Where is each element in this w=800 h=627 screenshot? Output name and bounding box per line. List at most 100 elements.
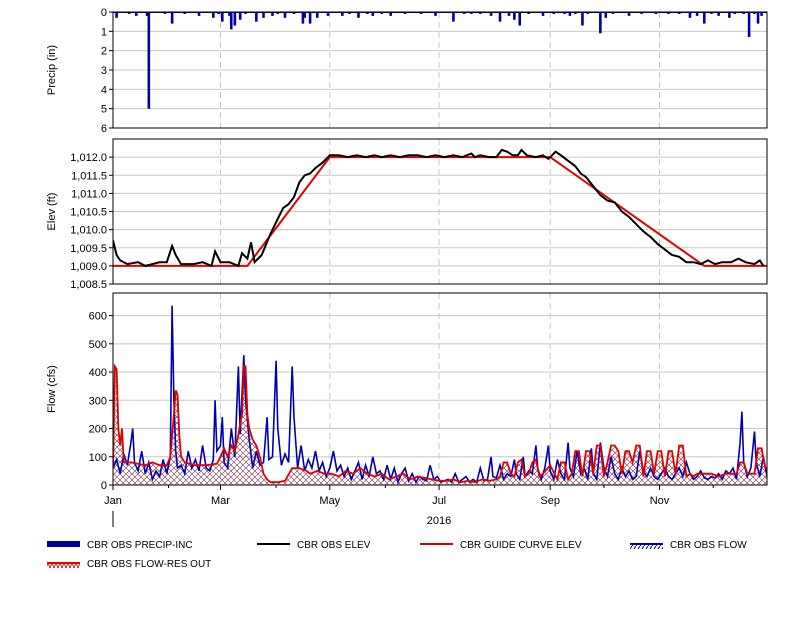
- precip-bar: [315, 12, 319, 18]
- legend-item: CBR OBS FLOW-RES OUT: [47, 559, 211, 570]
- precip-bar: [756, 12, 760, 24]
- precip-bar: [255, 12, 258, 22]
- y-tick-label: 6: [101, 123, 107, 135]
- x-axis: Jan Mar May Jul Sep Nov 2016: [104, 485, 714, 527]
- legend-label: CBR OBS PRECIP-INC: [87, 540, 193, 551]
- precip-bar: [611, 12, 615, 14]
- legend-item: CBR OBS ELEV: [257, 540, 371, 551]
- precip-bar: [419, 12, 423, 14]
- precip-bar: [688, 12, 692, 18]
- precip-bar: [627, 12, 631, 16]
- legend-swatch: [47, 541, 80, 547]
- precip-bar: [183, 12, 186, 14]
- precip-bar: [115, 12, 118, 18]
- y-tick-label: 0: [101, 7, 107, 19]
- y-tick-label: 1,009.0: [70, 261, 107, 273]
- y-tick-label: 1: [101, 26, 107, 38]
- legend-label: CBR OBS ELEV: [297, 540, 371, 551]
- precip-bar: [326, 12, 330, 16]
- precip-bar: [283, 12, 287, 18]
- precip-bar: [301, 12, 305, 24]
- precip-bar: [229, 12, 233, 30]
- precip-bar: [238, 12, 242, 20]
- precip-bar: [220, 12, 224, 22]
- precip-bar: [134, 12, 138, 16]
- y-tick-label: 3: [101, 65, 107, 77]
- precip-bar: [271, 12, 274, 16]
- legend-item: CBR GUIDE CURVE ELEV: [420, 540, 582, 551]
- x-tick-label: May: [319, 495, 340, 507]
- precip-bar: [217, 12, 221, 14]
- precip-bar: [147, 12, 151, 109]
- y-tick-label: 1,009.5: [70, 243, 107, 255]
- precip-bar: [170, 12, 174, 24]
- y-axis-label: Flow (cfs): [46, 365, 58, 413]
- precip-bar: [452, 12, 455, 22]
- y-tick-label: 5: [101, 104, 107, 116]
- precip-bar: [717, 12, 720, 16]
- precip-bar: [434, 12, 437, 16]
- precip-bar: [489, 12, 493, 16]
- precip-bar: [462, 12, 466, 14]
- precip-bar: [552, 12, 556, 14]
- y-tick-label: 500: [89, 339, 107, 351]
- precip-bar: [604, 12, 608, 18]
- y-tick-label: 1,012.0: [70, 152, 107, 164]
- precip-bar: [366, 12, 369, 14]
- precip-bar: [498, 12, 502, 22]
- precip-bar: [760, 12, 763, 16]
- y-tick-label: 600: [89, 311, 107, 323]
- precip-bar: [573, 12, 577, 14]
- precip-bar: [568, 12, 572, 16]
- legend-label: CBR OBS FLOW-RES OUT: [87, 559, 211, 570]
- precip-bar: [507, 12, 511, 16]
- plot-border: [112, 138, 768, 285]
- precip-panel: 0 1 2 3 4 5 6 Precip (in): [46, 7, 768, 135]
- y-tick-label: 4: [101, 84, 107, 96]
- precip-bar: [212, 12, 215, 18]
- precip-bar: [640, 12, 643, 14]
- y-tick-label: 200: [89, 424, 107, 436]
- y-tick-label: 1,008.5: [70, 279, 107, 291]
- precip-bar: [733, 12, 737, 14]
- precip-bar: [371, 12, 375, 16]
- precip-bar: [276, 12, 280, 14]
- precip-bar: [357, 12, 360, 18]
- precip-bar: [541, 12, 545, 16]
- precip-bar: [303, 12, 307, 18]
- y-tick-label: 1,011.0: [71, 188, 107, 200]
- y-tick-label: 400: [89, 367, 107, 379]
- precip-bar: [742, 12, 746, 14]
- precip-bar: [586, 12, 590, 14]
- precip-bar: [728, 12, 731, 18]
- res-out-area: [113, 366, 767, 485]
- precip-bar: [527, 12, 530, 14]
- y-tick-label: 1,011.5: [71, 170, 107, 182]
- precip-bar: [348, 12, 351, 14]
- precip-bar: [233, 12, 237, 26]
- precip-bar: [403, 12, 407, 14]
- precip-bar: [677, 12, 681, 14]
- precip-bar: [599, 12, 602, 34]
- precip-bar: [341, 12, 344, 16]
- x-tick-label: Nov: [650, 495, 670, 507]
- precip-bar: [702, 12, 706, 24]
- precip-bar: [308, 12, 312, 24]
- precip-bar: [479, 12, 482, 14]
- precip-bar: [197, 12, 201, 16]
- flow-series: [113, 305, 767, 485]
- y-tick-label: 1,010.5: [70, 207, 107, 219]
- precip-bar: [654, 12, 658, 14]
- res-out-line: [113, 363, 767, 484]
- obs-flow-line: [113, 305, 767, 485]
- legend-label: CBR GUIDE CURVE ELEV: [460, 540, 582, 551]
- x-tick-label: Sep: [540, 495, 560, 507]
- elev-panel: 1,008.5 1,009.0 1,009.5 1,010.0 1,010.5 1,011…: [46, 138, 768, 291]
- plot-border: [112, 11, 768, 129]
- precip-bar: [127, 12, 131, 14]
- precip-bar: [695, 12, 699, 16]
- legend-label: CBR OBS FLOW: [670, 540, 747, 551]
- precip-bar: [145, 12, 149, 16]
- precip-series: [113, 12, 767, 109]
